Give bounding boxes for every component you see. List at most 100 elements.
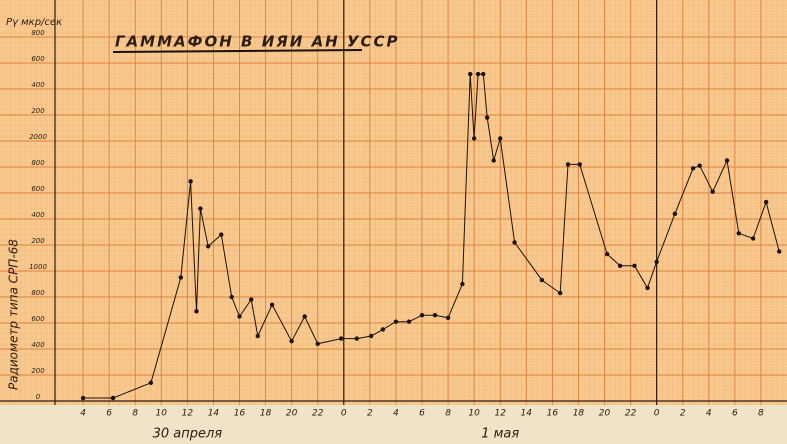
y-tick-label: 400 xyxy=(31,81,45,89)
data-point xyxy=(355,336,359,340)
x-tick-label: 16 xyxy=(547,409,559,419)
data-point xyxy=(433,313,437,317)
x-tick-label: 10 xyxy=(156,409,168,419)
data-point xyxy=(369,334,373,338)
data-point xyxy=(605,252,609,256)
data-point xyxy=(194,309,198,313)
data-point xyxy=(485,115,489,119)
x-tick-label: 6 xyxy=(732,409,738,419)
x-tick-label: 0 xyxy=(341,409,347,419)
y-tick-label: 1000 xyxy=(29,263,47,271)
data-point xyxy=(81,396,85,400)
data-point xyxy=(198,206,202,210)
x-tick-label: 4 xyxy=(706,409,712,419)
data-point xyxy=(697,164,701,168)
x-tick-label: 8 xyxy=(758,409,764,419)
x-tick-label: 0 xyxy=(654,409,660,419)
data-point xyxy=(460,282,464,286)
chart-title: ГАММАФОН В ИЯИ АН УССР xyxy=(115,33,400,51)
data-point xyxy=(229,295,233,299)
data-point xyxy=(237,314,241,318)
data-point xyxy=(249,297,253,301)
y-tick-label: 2000 xyxy=(29,133,47,141)
y-axis-label: Pγ мкр/сек xyxy=(6,17,62,28)
data-point xyxy=(394,320,398,324)
data-point xyxy=(566,162,570,166)
data-point xyxy=(481,72,485,76)
x-tick-label: 18 xyxy=(260,409,272,419)
data-point xyxy=(289,339,293,343)
data-point xyxy=(407,320,411,324)
data-point xyxy=(256,334,260,338)
x-tick-label: 4 xyxy=(393,409,399,419)
data-point xyxy=(472,136,476,140)
data-point xyxy=(270,303,274,307)
date-annotation: 1 мая xyxy=(481,427,519,442)
x-tick-label: 8 xyxy=(132,409,138,419)
data-point xyxy=(491,158,495,162)
x-tick-label: 12 xyxy=(494,409,506,419)
data-point xyxy=(206,244,210,248)
data-point xyxy=(476,72,480,76)
y-tick-label: 800 xyxy=(31,159,45,167)
data-point xyxy=(381,327,385,331)
y-tick-label: 0 xyxy=(36,393,41,401)
x-tick-label: 16 xyxy=(234,409,246,419)
data-point xyxy=(498,136,502,140)
date-annotation: 30 апреля xyxy=(153,427,223,442)
data-point xyxy=(777,249,781,253)
x-tick-label: 14 xyxy=(521,409,533,419)
y-tick-label: 200 xyxy=(31,367,45,375)
y-tick-label: 600 xyxy=(31,185,45,193)
y-tick-label: 200 xyxy=(31,107,45,115)
data-point xyxy=(691,166,695,170)
x-tick-label: 12 xyxy=(182,409,194,419)
data-point xyxy=(540,278,544,282)
data-point xyxy=(339,336,343,340)
x-tick-label: 4 xyxy=(80,409,86,419)
y-tick-label: 400 xyxy=(31,341,45,349)
data-point xyxy=(512,240,516,244)
data-point xyxy=(188,179,192,183)
data-point xyxy=(316,342,320,346)
data-point xyxy=(111,396,115,400)
x-tick-label: 6 xyxy=(419,409,425,419)
x-tick-label: 8 xyxy=(445,409,451,419)
x-tick-label: 6 xyxy=(106,409,112,419)
y-tick-label: 800 xyxy=(31,29,45,37)
data-point xyxy=(468,72,472,76)
y-tick-label: 200 xyxy=(31,237,45,245)
data-point xyxy=(710,190,714,194)
data-point xyxy=(558,291,562,295)
x-tick-label: 14 xyxy=(208,409,220,419)
y-tick-label: 800 xyxy=(31,289,45,297)
data-point xyxy=(149,381,153,385)
data-point xyxy=(578,162,582,166)
chart: ГАММАФОН В ИЯИ АН УССР Pγ мкр/сек Радиом… xyxy=(0,0,787,444)
data-point xyxy=(446,316,450,320)
x-tick-label: 2 xyxy=(680,409,686,419)
instrument-label: Радиометр типа СРП-68 xyxy=(7,239,21,390)
y-tick-label: 600 xyxy=(31,315,45,323)
data-point xyxy=(654,260,658,264)
data-point xyxy=(725,158,729,162)
data-point xyxy=(737,231,741,235)
data-point xyxy=(219,232,223,236)
x-tick-label: 2 xyxy=(367,409,373,419)
x-tick-label: 20 xyxy=(286,409,298,419)
x-tick-label: 20 xyxy=(599,409,611,419)
x-tick-label: 18 xyxy=(573,409,585,419)
data-point xyxy=(420,313,424,317)
minor-grid xyxy=(0,0,787,405)
data-point xyxy=(618,264,622,268)
x-tick-label: 22 xyxy=(312,409,324,419)
data-point xyxy=(764,200,768,204)
y-tick-label: 600 xyxy=(31,55,45,63)
data-point xyxy=(645,286,649,290)
x-tick-label: 22 xyxy=(625,409,637,419)
data-point xyxy=(751,236,755,240)
data-point xyxy=(179,275,183,279)
y-tick-label: 400 xyxy=(31,211,45,219)
data-point xyxy=(632,264,636,268)
data-point xyxy=(673,212,677,216)
